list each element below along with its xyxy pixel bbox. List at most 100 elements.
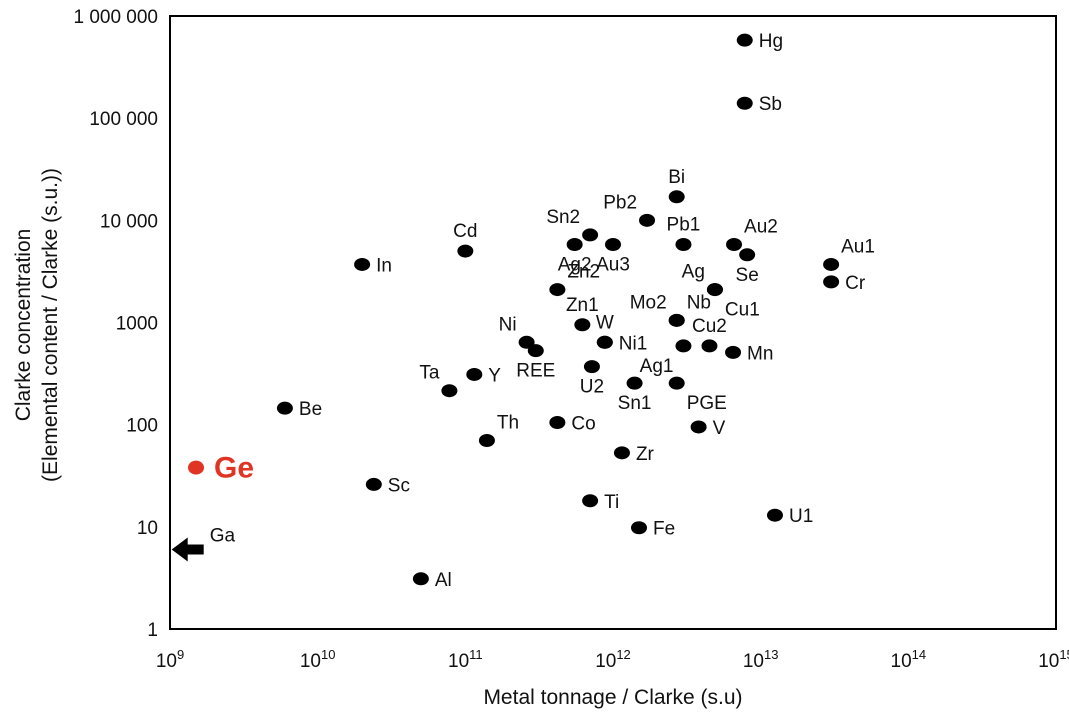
point-label: Hg bbox=[759, 31, 783, 52]
data-point bbox=[631, 521, 648, 535]
point-label: Ni1 bbox=[619, 333, 648, 354]
point-label: Ta bbox=[419, 363, 440, 384]
data-point bbox=[549, 416, 566, 430]
data-point bbox=[457, 244, 474, 258]
x-tick-base: 10 bbox=[1038, 651, 1059, 672]
data-point bbox=[690, 420, 707, 434]
point-label: Zn1 bbox=[566, 295, 599, 316]
data-point bbox=[739, 248, 756, 262]
point-label: Ag2 bbox=[558, 255, 592, 276]
point-label: Au3 bbox=[596, 255, 630, 276]
point-label: Pb2 bbox=[603, 192, 637, 213]
point-label: Cd bbox=[453, 221, 477, 242]
point-label: Ag bbox=[682, 262, 705, 283]
x-tick-base: 10 bbox=[595, 651, 616, 672]
point-label: Pb1 bbox=[667, 215, 701, 236]
y-tick-label: 1 000 000 bbox=[73, 7, 158, 28]
x-tick-base: 10 bbox=[448, 651, 469, 672]
y-axis-title-line1: Clarke concentration bbox=[12, 229, 35, 422]
point-label: Mo2 bbox=[630, 292, 667, 313]
point-label: Al bbox=[435, 570, 452, 591]
data-point bbox=[726, 238, 743, 252]
data-point bbox=[675, 238, 692, 252]
data-point bbox=[365, 477, 382, 491]
x-tick-label: 1010 bbox=[300, 647, 336, 672]
x-tick-base: 10 bbox=[156, 651, 177, 672]
data-point bbox=[276, 401, 293, 415]
data-point bbox=[582, 494, 599, 508]
data-point bbox=[596, 335, 613, 349]
data-point bbox=[574, 318, 591, 332]
x-tick-exponent: 9 bbox=[177, 647, 184, 662]
point-label: Cu2 bbox=[692, 316, 727, 337]
x-tick-base: 10 bbox=[300, 651, 321, 672]
x-tick-base: 10 bbox=[743, 651, 764, 672]
point-label: Ti bbox=[604, 492, 619, 513]
x-tick-label: 1014 bbox=[891, 647, 927, 672]
point-label: Se bbox=[736, 265, 759, 286]
x-tick-label: 1011 bbox=[448, 647, 483, 672]
point-label: Cu1 bbox=[725, 300, 760, 321]
point-label: Bi bbox=[668, 167, 685, 188]
data-point bbox=[639, 213, 656, 227]
data-point bbox=[566, 238, 583, 252]
x-tick-exponent: 15 bbox=[1059, 647, 1069, 662]
data-point bbox=[668, 190, 685, 204]
point-label: U1 bbox=[789, 506, 813, 527]
point-label: Zr bbox=[636, 444, 655, 465]
data-point bbox=[478, 433, 495, 447]
data-point bbox=[701, 339, 718, 353]
point-label: Nb bbox=[687, 292, 711, 313]
point-label: Th bbox=[497, 412, 519, 433]
point-label: W bbox=[596, 312, 614, 333]
point-label: Ni bbox=[499, 314, 517, 335]
point-label: Be bbox=[299, 399, 322, 420]
data-point bbox=[518, 335, 535, 349]
plot-frame bbox=[169, 15, 1057, 630]
arrow-point-label: Ga bbox=[210, 525, 236, 546]
x-tick-exponent: 14 bbox=[912, 647, 926, 662]
data-point bbox=[736, 96, 753, 110]
data-point bbox=[583, 360, 600, 374]
y-tick-label: 10 bbox=[137, 518, 158, 539]
point-label: Cr bbox=[845, 273, 866, 294]
x-tick-label: 1015 bbox=[1038, 647, 1069, 672]
data-point bbox=[605, 238, 621, 252]
point-label: In bbox=[376, 255, 392, 276]
x-tick-label: 1013 bbox=[743, 647, 779, 672]
x-tick-exponent: 12 bbox=[616, 647, 630, 662]
data-point bbox=[466, 367, 483, 381]
data-point bbox=[668, 313, 685, 327]
x-tick-exponent: 13 bbox=[764, 647, 778, 662]
x-tick-label: 109 bbox=[156, 647, 184, 672]
data-point bbox=[823, 257, 840, 271]
point-label: Au1 bbox=[841, 236, 875, 257]
y-tick-label: 10 000 bbox=[100, 211, 158, 232]
point-label: Co bbox=[571, 414, 595, 435]
data-point bbox=[582, 228, 599, 242]
data-point bbox=[626, 376, 643, 390]
point-label: Sc bbox=[388, 475, 410, 496]
data-point bbox=[668, 376, 685, 390]
point-label: Sn1 bbox=[618, 393, 652, 414]
point-label: U2 bbox=[580, 377, 604, 398]
x-tick-label: 1012 bbox=[595, 647, 631, 672]
data-point bbox=[613, 446, 630, 460]
data-point bbox=[675, 339, 692, 353]
point-label: Mn bbox=[747, 343, 773, 364]
data-point bbox=[766, 508, 783, 522]
point-label: PGE bbox=[687, 393, 727, 414]
point-labels: Hg Sb Bi Pb2 Sn2 Ag2 Au3 Pb1 Au2 Se Au1 Cr Zn2 Ag Cu1 M… bbox=[299, 31, 875, 591]
data-point bbox=[354, 257, 371, 271]
data-point bbox=[412, 572, 429, 586]
special-markers: Ge Ga bbox=[171, 452, 254, 562]
y-axis-title-line2: (Elemental content / Clarke (s.u.)) bbox=[39, 168, 62, 482]
data-points bbox=[276, 33, 840, 586]
x-axis-ticks: 109101010111012101310141015 bbox=[156, 647, 1069, 672]
data-point bbox=[706, 283, 723, 297]
point-label: Y bbox=[488, 365, 501, 386]
data-point bbox=[725, 345, 742, 359]
highlight-point bbox=[188, 460, 205, 475]
data-point bbox=[527, 344, 544, 358]
